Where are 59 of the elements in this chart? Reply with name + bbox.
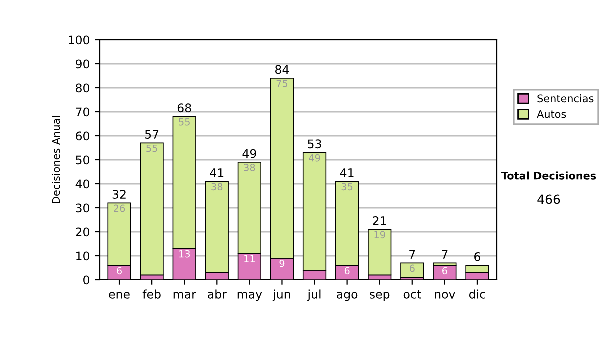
data-label: 19: [374, 231, 386, 239]
data-label: 6: [344, 267, 350, 275]
total-label: 68: [178, 104, 192, 113]
bar: [140, 142, 164, 276]
total-label: 41: [340, 168, 354, 178]
y-tick-label: 70: [76, 108, 90, 117]
data-label: 26: [114, 204, 126, 212]
data-label: 6: [410, 264, 415, 272]
data-label: 49: [309, 154, 320, 162]
y-tick-label: 50: [76, 156, 90, 165]
y-tick-label: 90: [76, 60, 90, 69]
total-label: 49: [242, 149, 256, 158]
data-label: 6: [117, 267, 122, 275]
x-tick-label: sep: [370, 292, 390, 302]
y-tick-label: 100: [69, 36, 90, 45]
x-tick-label: ago: [337, 292, 358, 302]
data-label: 35: [342, 183, 353, 191]
total-label: 57: [145, 130, 159, 139]
data-label: 55: [179, 118, 190, 126]
y-tick-label: 20: [76, 228, 90, 237]
y-tick-label: 10: [76, 252, 90, 261]
data-label: 11: [244, 255, 255, 262]
x-tick-label: feb: [142, 290, 161, 299]
x-tick-label: abr: [208, 290, 227, 299]
data-label: 38: [212, 183, 223, 191]
x-tick-label: oct: [404, 290, 422, 299]
total-label: 41: [210, 168, 224, 178]
y-tick-label: 80: [76, 84, 90, 93]
y-tick-label: 60: [76, 132, 90, 141]
legend-label: Sentencias: [538, 94, 594, 103]
y-axis-title: Decisiones Anual: [52, 116, 60, 204]
bar: [368, 229, 392, 276]
x-tick-label: ene: [109, 292, 130, 299]
x-tick-label: jun: [272, 290, 290, 302]
total-label: 7: [410, 250, 416, 259]
x-tick-label: nov: [435, 292, 456, 299]
text: Total Decisiones: [501, 172, 596, 180]
data-label: 6: [442, 267, 448, 275]
total-label: 53: [308, 140, 322, 149]
total-label: 84: [276, 65, 290, 74]
legend-label: Autos: [537, 110, 566, 118]
total-label: 7: [442, 250, 448, 259]
total-label: 32: [112, 190, 126, 199]
x-tick-label: mar: [174, 292, 196, 299]
bar: [400, 262, 424, 278]
y-tick-label: 40: [76, 180, 90, 189]
y-tick-label: 0: [84, 276, 90, 285]
data-label: 55: [146, 144, 158, 152]
data-label: 13: [179, 250, 190, 258]
data-label: 75: [276, 80, 288, 88]
data-label: 38: [244, 164, 256, 172]
x-tick-label: jul: [308, 290, 321, 302]
total-label: 21: [373, 216, 386, 226]
text: 466: [538, 194, 560, 204]
y-tick-label: 30: [76, 204, 90, 213]
data-label: 9: [280, 260, 285, 268]
total-label: 6: [474, 252, 480, 262]
x-tick-label: dic: [469, 290, 486, 299]
x-tick-label: may: [238, 292, 262, 302]
